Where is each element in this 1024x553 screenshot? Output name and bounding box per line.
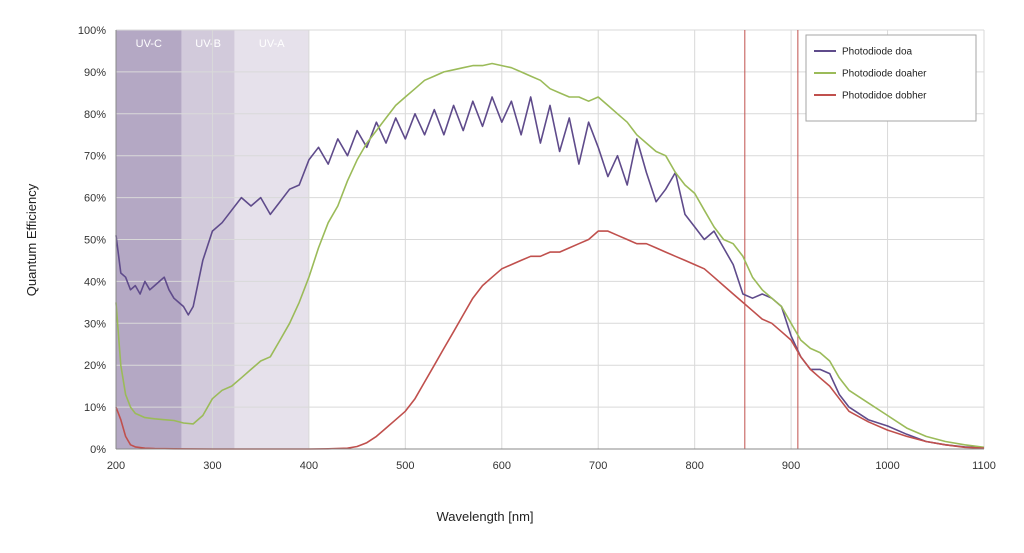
- series-line-2: [115, 62, 985, 449]
- data-series: [115, 62, 985, 450]
- band-label-uv-a: UV-A: [259, 38, 285, 50]
- legend-label: Photodiode doaher: [842, 69, 927, 80]
- y-tick-label: 100%: [78, 25, 106, 37]
- x-tick-label: 1000: [875, 460, 899, 472]
- legend-label: Photodiode doa: [842, 47, 913, 58]
- legend: Photodiode doa Photodiode doaher Photodido…: [805, 34, 977, 122]
- x-tick-label: 900: [782, 460, 800, 472]
- y-tick-label: 60%: [84, 193, 106, 205]
- y-tick-labels: 0% 10% 20% 30% 40% 50% 60% 70% 80% 90% 100%: [78, 25, 106, 456]
- wavelength-markers: [744, 30, 799, 449]
- series-line-3: [115, 230, 985, 450]
- x-tick-label: 800: [685, 460, 703, 472]
- legend-label: Photodidoe dobher: [842, 91, 927, 102]
- band-label-uv-b: UV-B: [195, 38, 221, 50]
- band-label-uv-c: UV-C: [136, 38, 162, 50]
- y-tick-label: 90%: [84, 67, 106, 79]
- axes: [115, 30, 984, 450]
- y-tick-label: 0%: [90, 444, 106, 456]
- y-tick-label: 40%: [84, 276, 106, 288]
- x-tick-label: 200: [107, 460, 125, 472]
- x-tick-labels: 200 300 400 500 600 700 800 900 1000 1100: [107, 460, 996, 472]
- y-tick-label: 30%: [84, 318, 106, 330]
- y-tick-label: 50%: [84, 235, 106, 247]
- x-tick-label: 600: [493, 460, 511, 472]
- y-tick-label: 80%: [84, 109, 106, 121]
- legend-box: [805, 34, 977, 122]
- y-axis-title: Quantum Efficiency: [24, 183, 39, 296]
- y-tick-label: 70%: [84, 151, 106, 163]
- y-tick-label: 20%: [84, 360, 106, 372]
- x-axis-title: Wavelength [nm]: [436, 509, 533, 524]
- x-tick-label: 400: [300, 460, 318, 472]
- x-tick-label: 500: [396, 460, 414, 472]
- x-tick-label: 1100: [972, 460, 996, 472]
- y-tick-label: 10%: [84, 402, 106, 414]
- x-tick-label: 700: [589, 460, 607, 472]
- x-tick-label: 300: [203, 460, 221, 472]
